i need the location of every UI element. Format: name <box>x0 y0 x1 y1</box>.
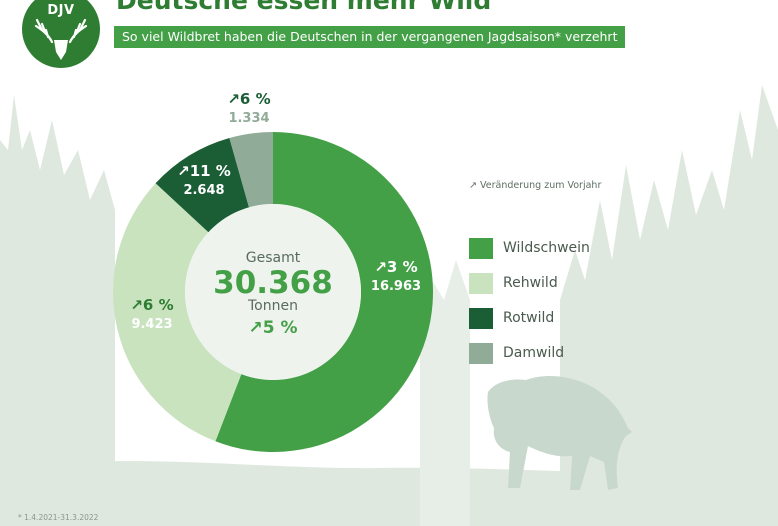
slice-change-label: ↗3 % <box>374 258 417 276</box>
slice-value-label: 1.334 <box>228 111 269 126</box>
slice-value-label: 9.423 <box>131 317 172 332</box>
legend: Wildschwein Rehwild Rotwild Damwild <box>469 237 590 377</box>
center-total: 30.368 <box>213 265 333 301</box>
legend-item-rehwild: Rehwild <box>469 272 590 294</box>
slice-value-label: 16.963 <box>371 279 421 294</box>
legend-label: Wildschwein <box>503 240 590 256</box>
legend-note: ↗ Veränderung zum Vorjahr <box>469 180 602 191</box>
slice-change-label: ↗11 % <box>177 162 231 180</box>
legend-label: Rehwild <box>503 275 558 291</box>
legend-label: Damwild <box>503 345 565 361</box>
donut-slice-rotwild <box>155 138 250 233</box>
legend-swatch-damwild <box>469 342 493 364</box>
donut-slice-wildschwein <box>215 132 433 452</box>
page-title: Deutsche essen mehr Wild <box>116 0 492 15</box>
legend-item-wildschwein: Wildschwein <box>469 237 590 259</box>
donut-slice-damwild <box>229 132 273 208</box>
subtitle: So viel Wildbret haben die Deutschen in … <box>114 26 626 48</box>
djv-logo: DJV <box>22 0 100 68</box>
boar-silhouette <box>487 376 632 490</box>
center-unit: Tonnen <box>247 298 298 314</box>
slice-change-label: ↗6 % <box>227 90 270 108</box>
slice-value-label: 2.648 <box>183 183 224 198</box>
legend-swatch-wildschwein <box>469 237 493 259</box>
donut-center <box>185 204 361 380</box>
center-change: ↗5 % <box>248 318 297 338</box>
legend-item-damwild: Damwild <box>469 342 590 364</box>
legend-swatch-rehwild <box>469 272 493 294</box>
footnote: * 1.4.2021-31.3.2022 <box>18 513 99 522</box>
slice-change-label: ↗6 % <box>130 296 173 314</box>
center-label: Gesamt <box>246 250 301 266</box>
logo-text: DJV <box>47 3 75 18</box>
legend-swatch-rotwild <box>469 307 493 329</box>
donut-slice-rehwild <box>112 183 242 442</box>
antler-icon <box>34 18 88 60</box>
legend-item-rotwild: Rotwild <box>469 307 590 329</box>
legend-label: Rotwild <box>503 310 555 326</box>
